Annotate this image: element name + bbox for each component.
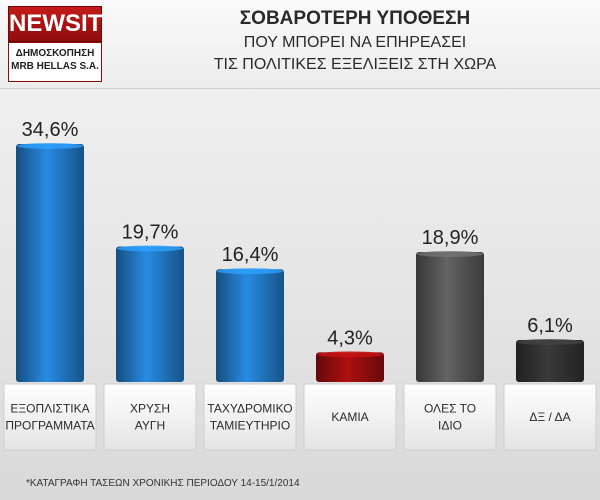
- category-plinth: [3, 383, 97, 451]
- category-label: ΤΑΧΥΔΡΟΜΙΚΟ: [207, 402, 292, 416]
- chart-titles: ΣΟΒΑΡΟΤΕΡΗ ΥΠΟΘΕΣΗ ΠΟΥ ΜΠΟΡΕΙ ΝΑ ΕΠΗΡΕΑΣ…: [110, 8, 600, 76]
- category-label: ΕΞΟΠΛΙΣΤΙΚΑ: [10, 402, 89, 416]
- category-plinth: [203, 383, 297, 451]
- logo-brand: NEWSIT: [8, 6, 102, 42]
- category-plinth: [303, 383, 397, 451]
- category-plinth: [103, 383, 197, 451]
- data-label: 6,1%: [527, 315, 573, 337]
- category-plinth: [403, 383, 497, 451]
- data-label: 34,6%: [22, 119, 79, 141]
- newsit-logo: NEWSIT ΔΗΜΟΣΚΟΠΗΣΗ MRB HELLAS S.A.: [8, 6, 102, 82]
- bar-top-highlight: [17, 143, 83, 149]
- category-plinth: [503, 383, 597, 451]
- bar: [416, 251, 484, 382]
- category-label: ΚΑΜΙΑ: [331, 410, 368, 424]
- header: NEWSIT ΔΗΜΟΣΚΟΠΗΣΗ MRB HELLAS S.A. ΣΟΒΑΡ…: [0, 0, 600, 89]
- bar-top-highlight: [117, 245, 183, 252]
- category-label: ΟΛΕΣ ΤΟ: [424, 402, 476, 416]
- category-label: ΑΥΓΗ: [135, 419, 165, 433]
- footnote: *ΚΑΤΑΓΡΑΦΗ ΤΑΣΕΩΝ ΧΡΟΝΙΚΗΣ ΠΕΡΙΟΔΟΥ 14-1…: [26, 478, 300, 489]
- bar-top-highlight: [517, 339, 583, 346]
- bar: [516, 340, 584, 382]
- bar: [116, 246, 184, 382]
- logo-subtitle: ΔΗΜΟΣΚΟΠΗΣΗ MRB HELLAS S.A.: [8, 42, 102, 82]
- category-label: ΔΞ / ΔΑ: [529, 410, 570, 424]
- data-label: 16,4%: [222, 244, 279, 266]
- category-label: ΠΡΟΓΡΑΜΜΑΤΑ: [5, 419, 94, 433]
- logo-line-2: MRB HELLAS S.A.: [11, 61, 99, 72]
- logo-line-1: ΔΗΜΟΣΚΟΠΗΣΗ: [15, 48, 95, 59]
- bar-top-highlight: [417, 250, 483, 257]
- bar: [16, 144, 84, 382]
- bar-top-highlight: [217, 268, 283, 275]
- chart-title: ΣΟΒΑΡΟΤΕΡΗ ΥΠΟΘΕΣΗ: [239, 8, 471, 29]
- category-label: ΙΔΙΟ: [438, 419, 462, 433]
- bar-top-highlight: [317, 351, 383, 358]
- category-label: ΤΑΜΙΕΥΤΗΡΙΟ: [210, 419, 290, 433]
- data-label: 18,9%: [422, 227, 479, 249]
- data-label: 19,7%: [122, 221, 179, 243]
- bar: [316, 352, 384, 382]
- chart-subtitle-1: ΠΟΥ ΜΠΟΡΕΙ ΝΑ ΕΠΗΡΕΑΣΕΙ: [243, 34, 467, 51]
- chart-subtitle-2: ΤΙΣ ΠΟΛΙΤΙΚΕΣ ΕΞΕΛΙΞΕΙΣ ΣΤΗ ΧΩΡΑ: [213, 56, 497, 73]
- bar: [216, 269, 284, 382]
- category-label: ΧΡΥΣΗ: [130, 402, 170, 416]
- data-label: 4,3%: [327, 327, 373, 349]
